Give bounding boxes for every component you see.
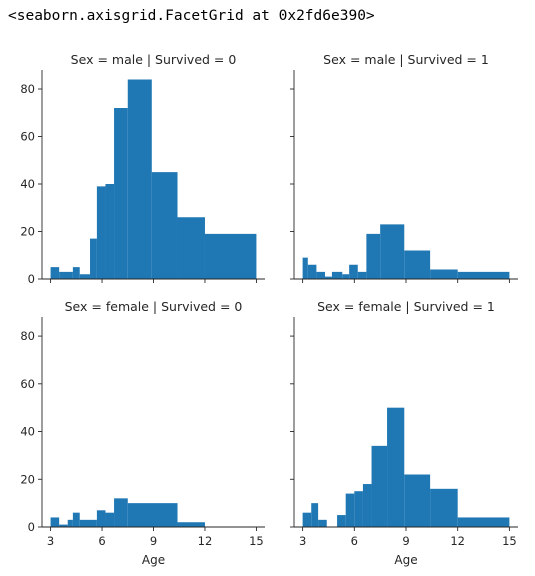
histogram-bar	[72, 267, 80, 280]
x-tick-label: 15	[502, 534, 517, 548]
histogram-bar	[387, 407, 405, 527]
y-tick-label: 80	[20, 329, 35, 343]
histogram-bar	[67, 519, 73, 527]
histogram-bar	[311, 503, 319, 527]
facet-panel-1: 0 20 40 60 80 Sex = male | Survived = 0	[20, 52, 265, 286]
y-tick-label: 60	[20, 130, 35, 144]
histogram-bar	[349, 264, 358, 279]
histogram-bar	[380, 224, 405, 280]
x-tick-label: 9	[150, 534, 157, 548]
x-tick-label: 12	[450, 534, 465, 548]
histogram-bar	[59, 524, 68, 527]
facet-panel-4: 3 6 9 12 15 Sex = female | Survived = 1 Age	[290, 299, 518, 567]
histogram-bar	[59, 271, 73, 280]
facet-title: Sex = female | Survived = 0	[65, 299, 243, 314]
histogram-bar	[337, 515, 346, 527]
facet-panel-2: Sex = male | Survived = 1	[290, 52, 518, 283]
y-tick-label: 40	[20, 425, 35, 439]
histogram-bar	[96, 510, 106, 527]
histogram-bar	[457, 517, 510, 527]
histogram-bar	[307, 264, 317, 279]
histogram-bar	[430, 269, 458, 279]
histogram-bar	[457, 271, 510, 280]
histogram-bar	[177, 217, 205, 279]
y-tick-label: 20	[20, 225, 35, 239]
histogram-bar	[114, 108, 128, 279]
histogram-bar	[357, 271, 367, 280]
histogram-bar	[342, 274, 350, 279]
histogram-bar	[79, 519, 97, 527]
histogram-bar	[50, 267, 60, 280]
histogram-bar	[177, 522, 205, 527]
histogram-bar	[404, 250, 431, 279]
histogram-bar	[371, 445, 388, 527]
histogram-bar	[105, 184, 115, 279]
histogram-bar	[302, 257, 308, 280]
histogram-bar	[204, 233, 257, 280]
x-axis-label: Age	[394, 553, 417, 567]
histogram-bar	[72, 512, 80, 527]
histogram-bar	[430, 488, 458, 527]
y-tick-label: 0	[28, 520, 35, 534]
histogram-bar	[331, 271, 343, 280]
y-tick-label: 40	[20, 177, 35, 191]
facet-title: Sex = male | Survived = 1	[323, 52, 489, 67]
histogram-bar	[366, 233, 381, 280]
x-tick-label: 3	[47, 534, 54, 548]
histogram-bar	[354, 491, 363, 527]
histogram-bar	[316, 271, 326, 280]
histogram-bar	[325, 276, 332, 280]
histogram-bar	[50, 517, 60, 527]
histogram-bar	[127, 79, 152, 279]
histogram-bar	[105, 512, 115, 527]
histogram-bar	[151, 172, 178, 280]
facet-panel-3: 0 20 40 60 80 3 6 9 12 15 Sex = female | Survived …	[20, 299, 265, 567]
histogram-bar	[345, 493, 355, 527]
histogram-bar	[302, 512, 312, 527]
x-axis-label: Age	[142, 553, 165, 567]
x-tick-label: 12	[198, 534, 213, 548]
histogram-bar	[96, 186, 106, 280]
x-tick-label: 15	[249, 534, 264, 548]
histogram-bar	[79, 274, 91, 279]
x-tick-label: 6	[98, 534, 105, 548]
histogram-bar	[362, 484, 372, 527]
histogram-bar	[114, 498, 128, 527]
x-tick-label: 6	[351, 534, 358, 548]
y-tick-label: 60	[20, 377, 35, 391]
histogram-bar	[90, 238, 97, 280]
y-tick-label: 20	[20, 472, 35, 486]
output-repr-text: <seaborn.axisgrid.FacetGrid at 0x2fd6e39…	[8, 8, 375, 24]
y-tick-label: 0	[28, 272, 35, 286]
y-tick-label: 80	[20, 82, 35, 96]
histogram-bar	[127, 503, 178, 527]
histogram-bar	[404, 474, 431, 527]
histogram-bar	[318, 519, 327, 527]
x-tick-label: 3	[299, 534, 306, 548]
x-tick-label: 9	[402, 534, 409, 548]
facet-title: Sex = male | Survived = 0	[71, 52, 237, 67]
facet-title: Sex = female | Survived = 1	[317, 299, 495, 314]
